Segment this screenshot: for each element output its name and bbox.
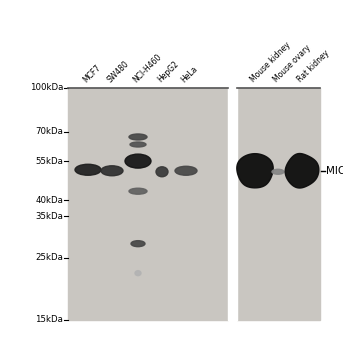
Text: MICA: MICA <box>326 166 343 176</box>
Bar <box>68 88 228 320</box>
Text: 55kDa: 55kDa <box>35 156 63 166</box>
Text: NCI-H460: NCI-H460 <box>132 52 164 84</box>
Text: MCF7: MCF7 <box>82 63 103 84</box>
Text: SW480: SW480 <box>106 59 131 84</box>
Text: 40kDa: 40kDa <box>35 196 63 204</box>
Text: Rat kidney: Rat kidney <box>296 49 331 84</box>
Text: 25kDa: 25kDa <box>35 253 63 262</box>
Ellipse shape <box>125 154 151 168</box>
Polygon shape <box>285 154 319 188</box>
Text: Mouse ovary: Mouse ovary <box>272 43 312 84</box>
Text: Mouse kidney: Mouse kidney <box>249 40 292 84</box>
Text: 15kDa: 15kDa <box>35 315 63 324</box>
Text: 35kDa: 35kDa <box>35 212 63 221</box>
Ellipse shape <box>129 188 147 194</box>
Ellipse shape <box>131 241 145 247</box>
Ellipse shape <box>129 134 147 140</box>
Ellipse shape <box>135 271 141 276</box>
Polygon shape <box>237 154 273 188</box>
Ellipse shape <box>101 166 123 176</box>
Text: 100kDa: 100kDa <box>29 84 63 92</box>
Bar <box>237 88 320 320</box>
Ellipse shape <box>130 142 146 147</box>
Ellipse shape <box>175 166 197 175</box>
Ellipse shape <box>272 169 284 174</box>
Text: 70kDa: 70kDa <box>35 127 63 136</box>
Ellipse shape <box>156 167 168 177</box>
Text: HepG2: HepG2 <box>156 60 180 84</box>
Ellipse shape <box>75 164 101 175</box>
Text: HeLa: HeLa <box>180 64 200 84</box>
